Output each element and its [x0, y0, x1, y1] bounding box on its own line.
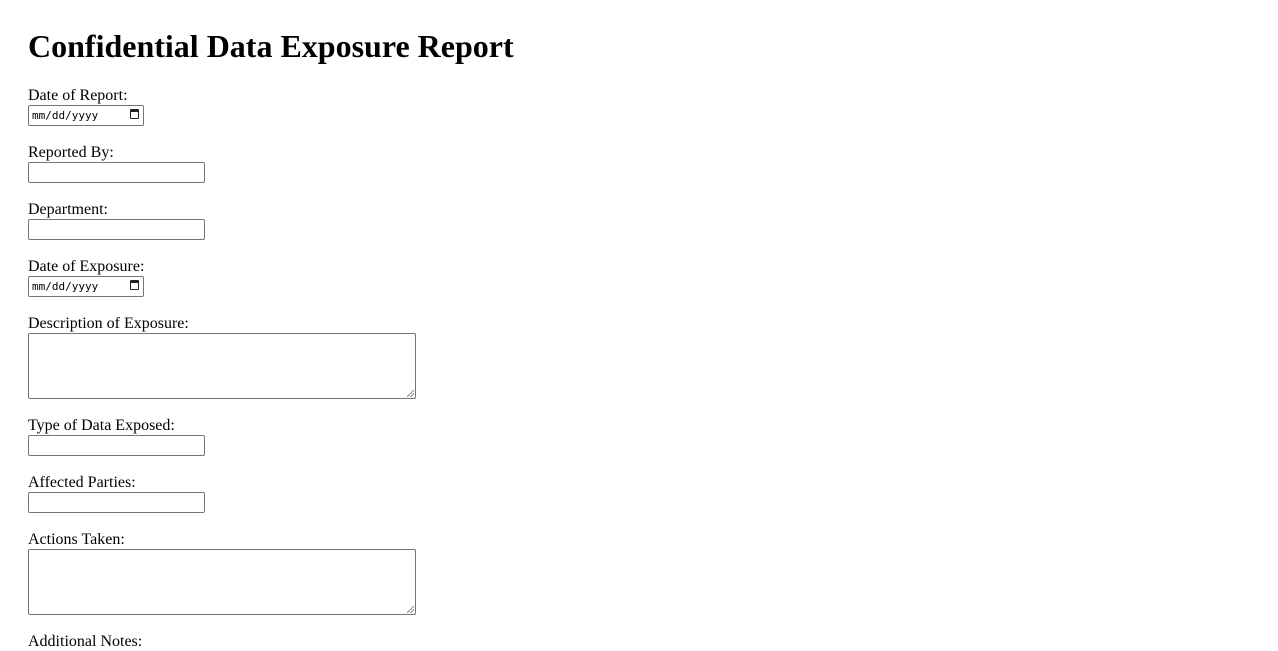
type-of-data-label: Type of Data Exposed:	[28, 417, 175, 434]
page-title: Confidential Data Exposure Report	[28, 28, 514, 64]
affected-parties-input[interactable]	[28, 492, 205, 513]
description-textarea[interactable]	[28, 333, 416, 399]
reported-by-label: Reported By:	[28, 144, 114, 161]
department-input[interactable]	[28, 219, 205, 240]
additional-notes-label: Additional Notes:	[28, 633, 143, 650]
department-group: Department:	[28, 201, 1250, 240]
date-placeholder: mm/dd/yyyy	[32, 280, 99, 293]
date-of-report-input[interactable]: mm/dd/yyyy	[28, 105, 144, 126]
reported-by-group: Reported By:	[28, 144, 1250, 183]
date-of-exposure-group: Date of Exposure: mm/dd/yyyy	[28, 258, 1250, 297]
date-placeholder: mm/dd/yyyy	[32, 109, 99, 122]
actions-taken-label: Actions Taken:	[28, 531, 125, 548]
reported-by-input[interactable]	[28, 162, 205, 183]
actions-taken-group: Actions Taken:	[28, 531, 1250, 615]
date-of-exposure-label: Date of Exposure:	[28, 258, 145, 275]
calendar-icon[interactable]	[130, 280, 139, 290]
calendar-icon[interactable]	[130, 109, 139, 119]
actions-taken-textarea[interactable]	[28, 549, 416, 615]
description-group: Description of Exposure:	[28, 315, 1250, 399]
type-of-data-input[interactable]	[28, 435, 205, 456]
date-of-exposure-input[interactable]: mm/dd/yyyy	[28, 276, 144, 297]
type-of-data-group: Type of Data Exposed:	[28, 417, 1250, 456]
date-of-report-label: Date of Report:	[28, 87, 128, 104]
affected-parties-label: Affected Parties:	[28, 474, 136, 491]
resize-handle-icon[interactable]	[407, 390, 414, 397]
resize-handle-icon[interactable]	[407, 606, 414, 613]
additional-notes-group: Additional Notes:	[28, 633, 1250, 651]
description-label: Description of Exposure:	[28, 315, 189, 332]
department-label: Department:	[28, 201, 108, 218]
affected-parties-group: Affected Parties:	[28, 474, 1250, 513]
date-of-report-group: Date of Report: mm/dd/yyyy	[28, 87, 1250, 126]
